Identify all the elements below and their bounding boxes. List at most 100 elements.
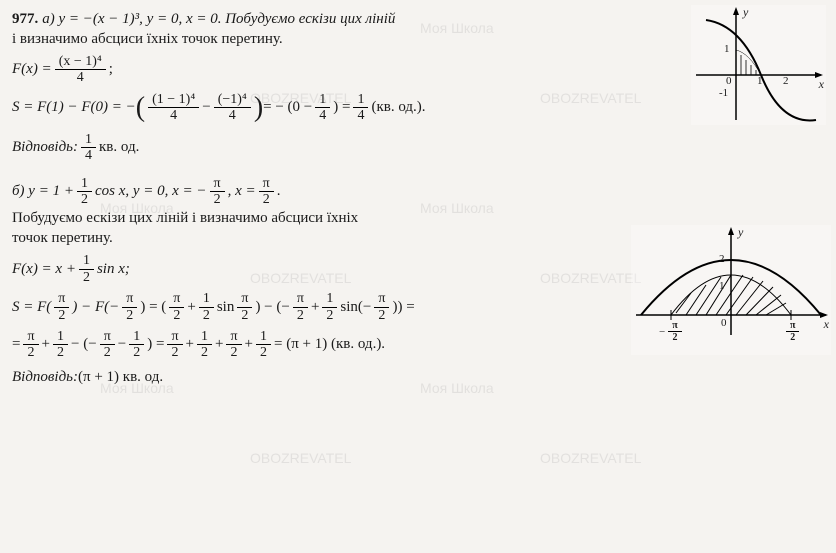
frac: 12: [129, 329, 144, 361]
num: π: [54, 291, 69, 307]
graph-a-svg: [691, 5, 826, 125]
num: π: [374, 291, 389, 307]
num: π: [226, 329, 241, 345]
watermark: OBOZREVATEL: [250, 450, 351, 466]
frac: π2: [169, 291, 184, 323]
part-b-S-line2: = π2 + 12 − (− π2 − 12 ) = π2 + 12 + π2 …: [12, 329, 692, 361]
num: π: [23, 329, 38, 345]
den: 2: [129, 345, 144, 360]
graph-b: y x 2 1 0 − π2 π2: [631, 225, 831, 355]
tick: 0: [726, 75, 732, 87]
txt: б) y = 1 +: [12, 183, 74, 200]
den: 2: [169, 308, 184, 323]
txt: sin(−: [340, 299, 371, 316]
frac: 12: [79, 253, 94, 285]
den: 2: [167, 345, 182, 360]
den: 2: [53, 345, 68, 360]
den: 2: [256, 345, 271, 360]
F-label: F(x) = x +: [12, 261, 76, 278]
num: 1: [322, 291, 337, 307]
den: 2: [259, 192, 274, 207]
part-b-answer: Відповідь: (π + 1) кв. од.: [12, 369, 692, 386]
num: π: [293, 291, 308, 307]
part-b-S-line1: S = F( π2 ) − F(− π2 ) = ( π2 + 12 sin π…: [12, 291, 692, 323]
num: π: [668, 320, 681, 332]
txt: .: [277, 183, 281, 200]
den: 4: [148, 108, 199, 123]
txt: +: [186, 336, 194, 353]
frac: 12: [197, 329, 212, 361]
txt: )) =: [392, 299, 414, 316]
F-fraction: (x − 1)⁴ 4: [55, 54, 106, 86]
frac: π2: [668, 320, 681, 343]
den: 2: [322, 308, 337, 323]
txt: ) − F(−: [72, 299, 119, 316]
txt: ) =: [333, 99, 350, 116]
den: 2: [237, 308, 252, 323]
frac: 14: [315, 92, 330, 124]
frac: 12: [322, 291, 337, 323]
frac: π2: [122, 291, 137, 323]
den: 4: [214, 108, 251, 123]
num: 1: [353, 92, 368, 108]
den: 2: [293, 308, 308, 323]
frac: 12: [77, 176, 92, 208]
tick: 2: [783, 75, 789, 87]
den: 2: [197, 345, 212, 360]
num: 1: [129, 329, 144, 345]
txt: (кв. од.).: [371, 99, 425, 116]
num: 1: [199, 291, 214, 307]
tick: 1: [724, 43, 730, 55]
tick: -1: [719, 87, 728, 99]
num: π: [167, 329, 182, 345]
num: 1: [81, 132, 96, 148]
frac: 12: [53, 329, 68, 361]
frac: 12: [256, 329, 271, 361]
answer-label: Відповідь:: [12, 369, 78, 386]
txt: =: [12, 336, 20, 353]
x-label: x: [819, 77, 824, 92]
num: π: [786, 320, 799, 332]
num: π: [237, 291, 252, 307]
y-label: y: [738, 225, 743, 240]
answer-text: (π + 1) кв. од.: [78, 369, 163, 386]
y-label: y: [743, 5, 748, 20]
part-a-line1: 977. a) y = −(x − 1)³, y = 0, x = 0. Поб…: [12, 11, 692, 28]
num: 1: [77, 176, 92, 192]
part-a-F: F(x) = (x − 1)⁴ 4 ;: [12, 54, 692, 86]
den: 2: [374, 308, 389, 323]
num: 1: [79, 253, 94, 269]
den: 2: [226, 345, 241, 360]
txt: +: [42, 336, 50, 353]
den: 4: [315, 108, 330, 123]
part-a-line2: і визначимо абсциси їхніх точок перетину…: [12, 31, 692, 48]
part-a-S: S = F(1) − F(0) = − ( (1 − 1)⁴4 − (−1)⁴4…: [12, 92, 692, 124]
num: π: [100, 329, 115, 345]
answer-frac: 14: [81, 132, 96, 164]
watermark: OBOZREVATEL: [540, 450, 641, 466]
frac: π2: [237, 291, 252, 323]
part-a-answer: Відповідь: 14 кв. од.: [12, 132, 692, 164]
den: 2: [199, 308, 214, 323]
txt: = − (0 −: [263, 99, 312, 116]
txt: , x =: [228, 183, 256, 200]
den: 4: [81, 148, 96, 163]
num: 1: [256, 329, 271, 345]
problem-number: 977.: [12, 11, 38, 28]
txt: sin x;: [97, 261, 130, 278]
txt: +: [215, 336, 223, 353]
num: (−1)⁴: [214, 92, 251, 108]
frac: (1 − 1)⁴4: [148, 92, 199, 124]
frac: π2: [374, 291, 389, 323]
num: (1 − 1)⁴: [148, 92, 199, 108]
den: 2: [786, 332, 799, 343]
frac: π2: [54, 291, 69, 323]
frac: π2: [210, 176, 225, 208]
num: π: [169, 291, 184, 307]
frac: π2: [259, 176, 274, 208]
txt: кв. од.: [99, 139, 139, 156]
frac: π2: [23, 329, 38, 361]
frac: 14: [353, 92, 368, 124]
frac: (−1)⁴4: [214, 92, 251, 124]
txt: ) = (: [140, 299, 166, 316]
